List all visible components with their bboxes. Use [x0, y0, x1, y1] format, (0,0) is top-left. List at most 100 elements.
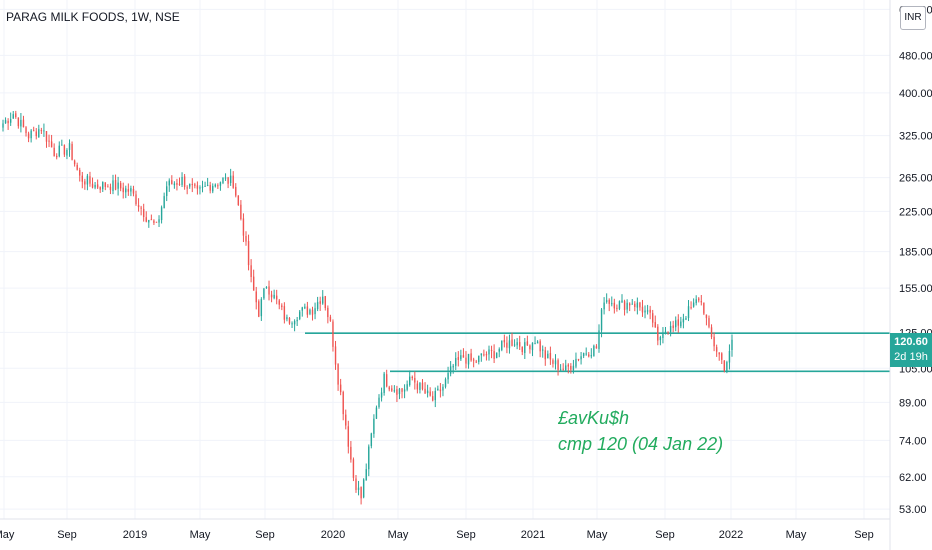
- candle-body: [201, 186, 204, 188]
- bar-countdown: 2d 19h: [894, 351, 928, 363]
- candle-body: [692, 302, 695, 307]
- time-tick-label: 2022: [719, 529, 743, 541]
- candle-body: [94, 185, 96, 188]
- candle-body: [472, 359, 475, 361]
- candle-body: [40, 130, 43, 132]
- candle-body: [416, 383, 419, 390]
- candle-body: [17, 117, 20, 127]
- candle-body: [102, 181, 104, 190]
- candle-body: [173, 183, 176, 186]
- candle-body: [483, 354, 485, 356]
- candle-body: [191, 184, 193, 186]
- candle-body: [498, 349, 500, 352]
- candle-body: [593, 345, 595, 356]
- candle-body: [442, 386, 444, 391]
- candle-body: [45, 131, 48, 142]
- candle-body: [457, 357, 460, 360]
- candle-body: [508, 340, 511, 349]
- candle-body: [657, 326, 659, 341]
- price-axis[interactable]: 600.00480.00400.00325.00265.00225.00185.…: [899, 4, 932, 516]
- candle-body: [56, 155, 58, 158]
- candle-body: [9, 119, 12, 123]
- candle-body: [79, 169, 81, 176]
- candle-body: [247, 241, 250, 266]
- candle-body: [160, 207, 163, 221]
- candle-body: [529, 345, 531, 350]
- candle-body: [66, 149, 68, 156]
- candle-body: [114, 179, 117, 190]
- candle-body: [150, 219, 153, 221]
- candle-body: [552, 360, 554, 364]
- candle-body: [485, 354, 488, 356]
- candle-body: [107, 186, 109, 188]
- candle-body: [401, 388, 403, 392]
- candle-body: [196, 185, 199, 189]
- candle-body: [20, 119, 22, 127]
- candle-body: [38, 129, 40, 138]
- candle-body: [710, 327, 713, 337]
- candle-body: [411, 376, 413, 379]
- candle-body: [588, 354, 590, 357]
- candle-body: [705, 314, 708, 319]
- candle-body: [178, 183, 181, 185]
- candle-body: [250, 265, 252, 278]
- candle-body: [690, 307, 692, 309]
- candle-body: [260, 299, 263, 317]
- candle-body: [171, 180, 173, 185]
- candle-body: [455, 358, 457, 366]
- candle-body: [199, 187, 201, 189]
- time-tick-label: May: [786, 529, 807, 541]
- candle-body: [603, 302, 605, 310]
- candle-body: [649, 309, 651, 313]
- candle-body: [4, 120, 7, 124]
- candle-body: [378, 397, 380, 408]
- candle-body: [32, 130, 35, 132]
- candle-body: [122, 187, 124, 193]
- candle-body: [301, 307, 303, 311]
- candle-body: [526, 341, 529, 346]
- candle-body: [270, 294, 273, 298]
- candle-body: [559, 369, 562, 371]
- currency-button[interactable]: INR: [900, 6, 926, 30]
- candle-body: [452, 365, 454, 368]
- candle-body: [104, 182, 107, 187]
- candle-body: [109, 186, 112, 191]
- candle-body: [426, 390, 429, 394]
- candle-body: [728, 351, 731, 363]
- candle-body: [662, 332, 664, 338]
- candle-body: [286, 317, 288, 320]
- candle-body: [299, 311, 301, 320]
- candle-body: [424, 388, 426, 394]
- candle-body: [278, 300, 280, 305]
- candle-body: [81, 175, 83, 182]
- candle-body: [91, 183, 94, 188]
- candle-body: [513, 344, 516, 346]
- price-tick-label: 62.00: [899, 472, 927, 484]
- candle-body: [391, 388, 393, 391]
- candle-body: [585, 353, 587, 355]
- candle-body: [350, 446, 352, 460]
- candle-body: [227, 177, 229, 184]
- candle-body: [531, 342, 534, 351]
- candle-body: [414, 377, 416, 383]
- candle-body: [432, 396, 434, 401]
- candle-body: [119, 183, 122, 189]
- candle-body: [229, 175, 232, 184]
- candle-body: [605, 300, 608, 302]
- price-tick-label: 265.00: [899, 173, 932, 185]
- candlesticks: [2, 110, 733, 505]
- last-price-value: 120.60: [894, 336, 928, 348]
- candle-body: [621, 300, 623, 303]
- candle-body: [130, 188, 132, 192]
- candle-body: [677, 319, 679, 326]
- candle-body: [572, 365, 575, 370]
- time-axis[interactable]: May Sep 2019 May Sep 2020 May Sep 2021 May Sep 2022…: [0, 529, 874, 541]
- candle-body: [35, 131, 37, 137]
- last-price-tag: 120.60 2d 19h: [890, 333, 932, 367]
- candle-body: [155, 221, 158, 223]
- candle-body: [142, 208, 145, 218]
- price-tick-label: 325.00: [899, 131, 932, 143]
- candle-body: [646, 310, 649, 312]
- candle-body: [518, 342, 521, 347]
